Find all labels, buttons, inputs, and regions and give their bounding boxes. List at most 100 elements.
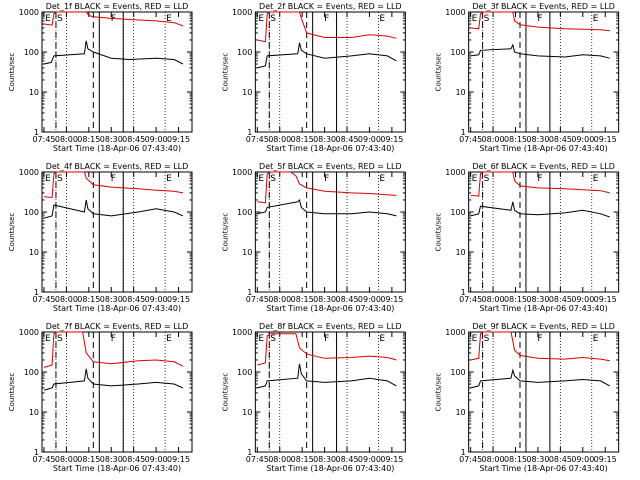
- y-tick-label: 1: [461, 288, 466, 297]
- event-marker-label: E: [258, 14, 264, 24]
- plot-frame: [41, 11, 193, 133]
- y-axis-label: Counts/sec: [8, 53, 16, 92]
- event-marker-label: S: [270, 334, 276, 344]
- y-tick-label: 100: [450, 48, 465, 57]
- event-marker-label: E: [258, 174, 264, 184]
- y-tick-label: 100: [450, 368, 465, 377]
- series-line-red: [43, 11, 184, 27]
- series-line-black: [257, 42, 397, 69]
- x-tick-label: 07:45: [32, 455, 55, 464]
- event-marker-label: E: [166, 334, 172, 344]
- chart-panel: Det_1f BLACK = Events, RED = LLD 1 10 100 10…: [8, 2, 193, 153]
- chart-title: Det_7f BLACK = Events, RED = LLD: [46, 322, 189, 331]
- series-line-black: [43, 368, 184, 391]
- x-axis-label: Start Time (18-Apr-06 07:43:40): [480, 464, 608, 473]
- y-axis-label: Counts/sec: [221, 53, 229, 92]
- plot-frame: [468, 331, 620, 453]
- event-marker-label: E: [166, 14, 172, 24]
- x-tick-label: 09:15: [594, 295, 617, 304]
- y-tick-label: 100: [24, 48, 39, 57]
- y-tick-label: 1: [461, 128, 466, 137]
- x-tick-label: 07:45: [459, 295, 482, 304]
- chart-panel: Det_3f BLACK = Events, RED = LLD 1 10 100 10…: [435, 2, 620, 153]
- y-tick-label: 10: [242, 408, 252, 417]
- x-tick-label: 08:30: [526, 455, 549, 464]
- y-tick-label: 10: [455, 248, 465, 257]
- x-tick-label: 08:30: [100, 135, 123, 144]
- chart-panel: Det_9f BLACK = Events, RED = LLD 1 10 100 10…: [435, 322, 620, 473]
- event-marker-label: S: [484, 334, 490, 344]
- x-tick-label: 08:00: [482, 295, 505, 304]
- x-tick-label: 08:15: [291, 455, 314, 464]
- chart-title: Det_4f BLACK = Events, RED = LLD: [46, 162, 189, 171]
- plot-frame: [468, 171, 620, 293]
- x-axis-label: Start Time (18-Apr-06 07:43:40): [53, 464, 181, 473]
- x-axis-label: Start Time (18-Apr-06 07:43:40): [480, 304, 608, 313]
- x-tick-label: 09:00: [571, 135, 594, 144]
- event-marker-label: F: [111, 14, 116, 24]
- series-line-red: [470, 11, 610, 32]
- x-tick-label: 09:15: [380, 295, 403, 304]
- event-marker-label: E: [379, 174, 385, 184]
- chart-title: Det_1f BLACK = Events, RED = LLD: [46, 2, 189, 11]
- chart-panel: Det_5f BLACK = Events, RED = LLD 1 10 100 10…: [221, 162, 406, 313]
- x-tick-label: 09:15: [594, 455, 617, 464]
- x-tick-label: 08:00: [482, 455, 505, 464]
- chart-title: Det_3f BLACK = Events, RED = LLD: [472, 2, 615, 11]
- x-tick-label: 08:30: [100, 295, 123, 304]
- event-marker-label: E: [258, 334, 264, 344]
- series-line-black: [470, 201, 610, 218]
- y-tick-label: 1000: [19, 328, 39, 337]
- plot-frame: [254, 11, 406, 133]
- x-tick-label: 08:45: [122, 135, 145, 144]
- x-tick-label: 09:00: [358, 295, 381, 304]
- series-line-black: [470, 43, 610, 59]
- series-line-black: [43, 40, 184, 65]
- x-tick-label: 08:30: [526, 135, 549, 144]
- y-tick-label: 1: [34, 288, 39, 297]
- x-axis-label: Start Time (18-Apr-06 07:43:40): [266, 144, 394, 153]
- series-line-red: [43, 171, 184, 199]
- y-tick-label: 10: [242, 248, 252, 257]
- y-tick-label: 100: [24, 208, 39, 217]
- series-line-red: [43, 331, 184, 368]
- event-marker-label: F: [537, 334, 542, 344]
- x-tick-label: 09:15: [167, 135, 190, 144]
- x-tick-label: 08:15: [291, 135, 314, 144]
- chart-title: Det_5f BLACK = Events, RED = LLD: [259, 162, 402, 171]
- x-tick-label: 08:45: [122, 295, 145, 304]
- event-marker-label: F: [324, 334, 329, 344]
- event-marker-label: E: [45, 14, 51, 24]
- x-tick-label: 08:30: [526, 295, 549, 304]
- x-tick-label: 08:15: [77, 135, 100, 144]
- y-tick-label: 1: [247, 448, 252, 457]
- x-tick-label: 08:00: [55, 455, 78, 464]
- x-tick-label: 08:00: [268, 295, 291, 304]
- y-tick-label: 100: [237, 208, 252, 217]
- y-tick-label: 1: [34, 128, 39, 137]
- event-marker-label: F: [537, 14, 542, 24]
- x-tick-label: 08:00: [55, 135, 78, 144]
- event-marker-label: E: [472, 174, 478, 184]
- series-line-red: [257, 11, 397, 43]
- y-tick-label: 1000: [19, 168, 39, 177]
- x-tick-label: 08:45: [549, 455, 572, 464]
- chart-panel: Det_4f BLACK = Events, RED = LLD 1 10 100 10…: [8, 162, 193, 313]
- x-axis-label: Start Time (18-Apr-06 07:43:40): [266, 464, 394, 473]
- event-marker-label: F: [111, 174, 116, 184]
- x-tick-label: 08:30: [313, 135, 336, 144]
- x-axis-label: Start Time (18-Apr-06 07:43:40): [53, 144, 181, 153]
- x-tick-label: 08:45: [122, 455, 145, 464]
- series-line-black: [470, 368, 610, 389]
- event-marker-label: S: [57, 174, 63, 184]
- chart-title: Det_9f BLACK = Events, RED = LLD: [472, 322, 615, 331]
- chart-panel: Det_7f BLACK = Events, RED = LLD 1 10 100 10…: [8, 322, 193, 473]
- x-axis-label: Start Time (18-Apr-06 07:43:40): [53, 304, 181, 313]
- x-tick-label: 09:00: [145, 135, 168, 144]
- chart-panel: Det_2f BLACK = Events, RED = LLD 1 10 100 10…: [221, 2, 406, 153]
- y-tick-label: 1000: [19, 8, 39, 17]
- x-tick-label: 07:45: [459, 455, 482, 464]
- x-tick-label: 08:45: [549, 295, 572, 304]
- y-tick-label: 10: [29, 88, 39, 97]
- series-line-red: [257, 333, 397, 366]
